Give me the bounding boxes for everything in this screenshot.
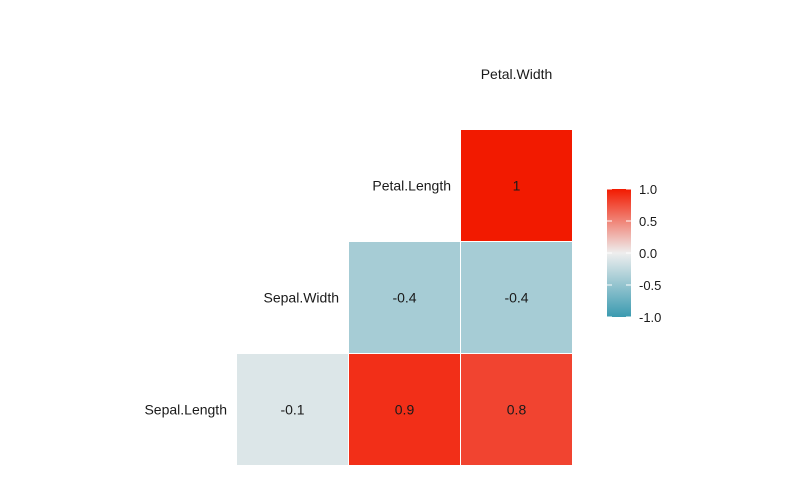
legend-tick-label: 1.0 bbox=[639, 182, 657, 197]
cell-value-label: 0.9 bbox=[395, 402, 415, 418]
variable-label: Sepal.Length bbox=[144, 402, 227, 418]
legend-tick-label: -0.5 bbox=[639, 278, 661, 293]
heatmap-cell bbox=[461, 130, 572, 241]
legend-tick-label: -1.0 bbox=[639, 310, 661, 325]
cell-value-label: 1 bbox=[513, 178, 521, 194]
color-legend: 1.0 0.5 0.0 -0.5 -1.0 bbox=[607, 182, 661, 325]
cell-value-label: 0.8 bbox=[507, 402, 527, 418]
heatmap-cell bbox=[349, 354, 460, 465]
heatmap-cells: -0.1 0.9 0.8 -0.4 -0.4 1 bbox=[237, 130, 572, 465]
variable-labels: Sepal.Length Sepal.Width Petal.Length Petal… bbox=[144, 66, 552, 418]
cell-value-label: -0.4 bbox=[392, 290, 416, 306]
variable-label: Petal.Width bbox=[481, 66, 553, 82]
heatmap-cell bbox=[237, 354, 348, 465]
legend-tick-label: 0.5 bbox=[639, 214, 657, 229]
heatmap-cell bbox=[461, 354, 572, 465]
legend-tick-label: 0.0 bbox=[639, 246, 657, 261]
variable-label: Sepal.Width bbox=[264, 290, 339, 306]
cell-value-label: -0.1 bbox=[280, 402, 304, 418]
variable-label: Petal.Length bbox=[372, 178, 451, 194]
cell-value-label: -0.4 bbox=[504, 290, 528, 306]
heatmap-cell bbox=[461, 242, 572, 353]
heatmap-cell bbox=[349, 242, 460, 353]
